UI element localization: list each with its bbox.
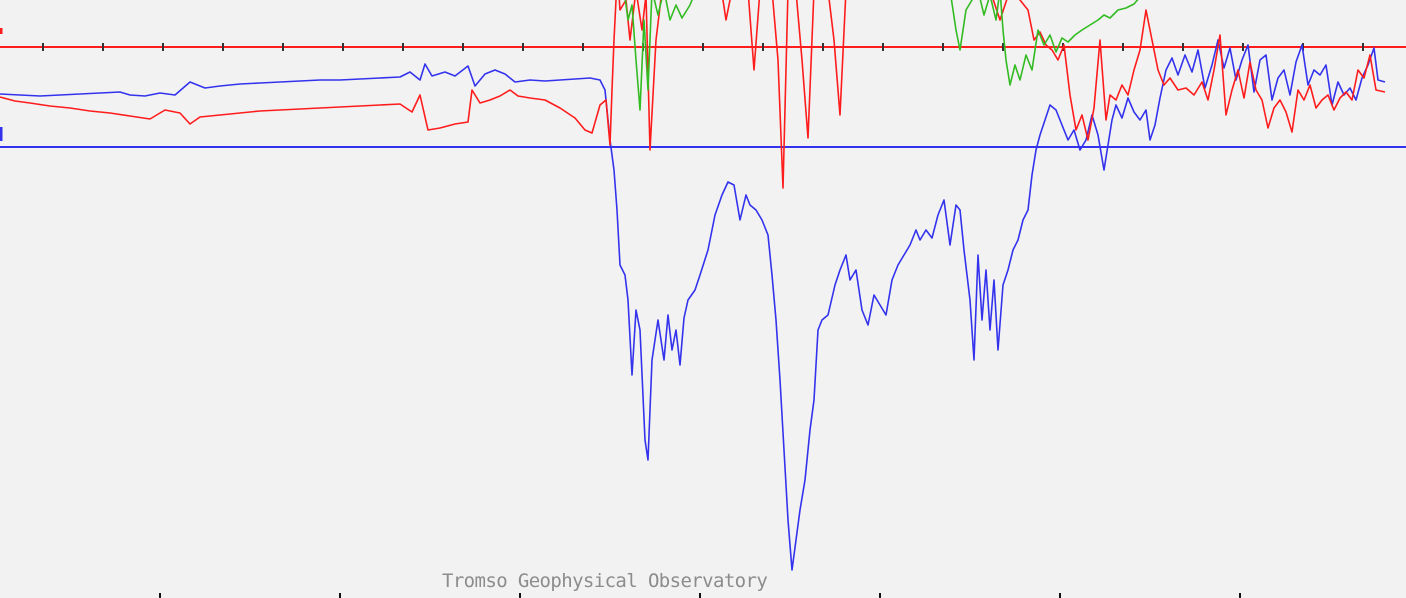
baseline-layer (0, 28, 1406, 598)
series-layer (0, 0, 1386, 571)
blue-component-line (0, 39, 1386, 571)
credit-text: Tromso Geophysical Observatory (442, 570, 768, 592)
red-component-line (0, 0, 1386, 189)
green-component-line (624, 0, 1139, 111)
